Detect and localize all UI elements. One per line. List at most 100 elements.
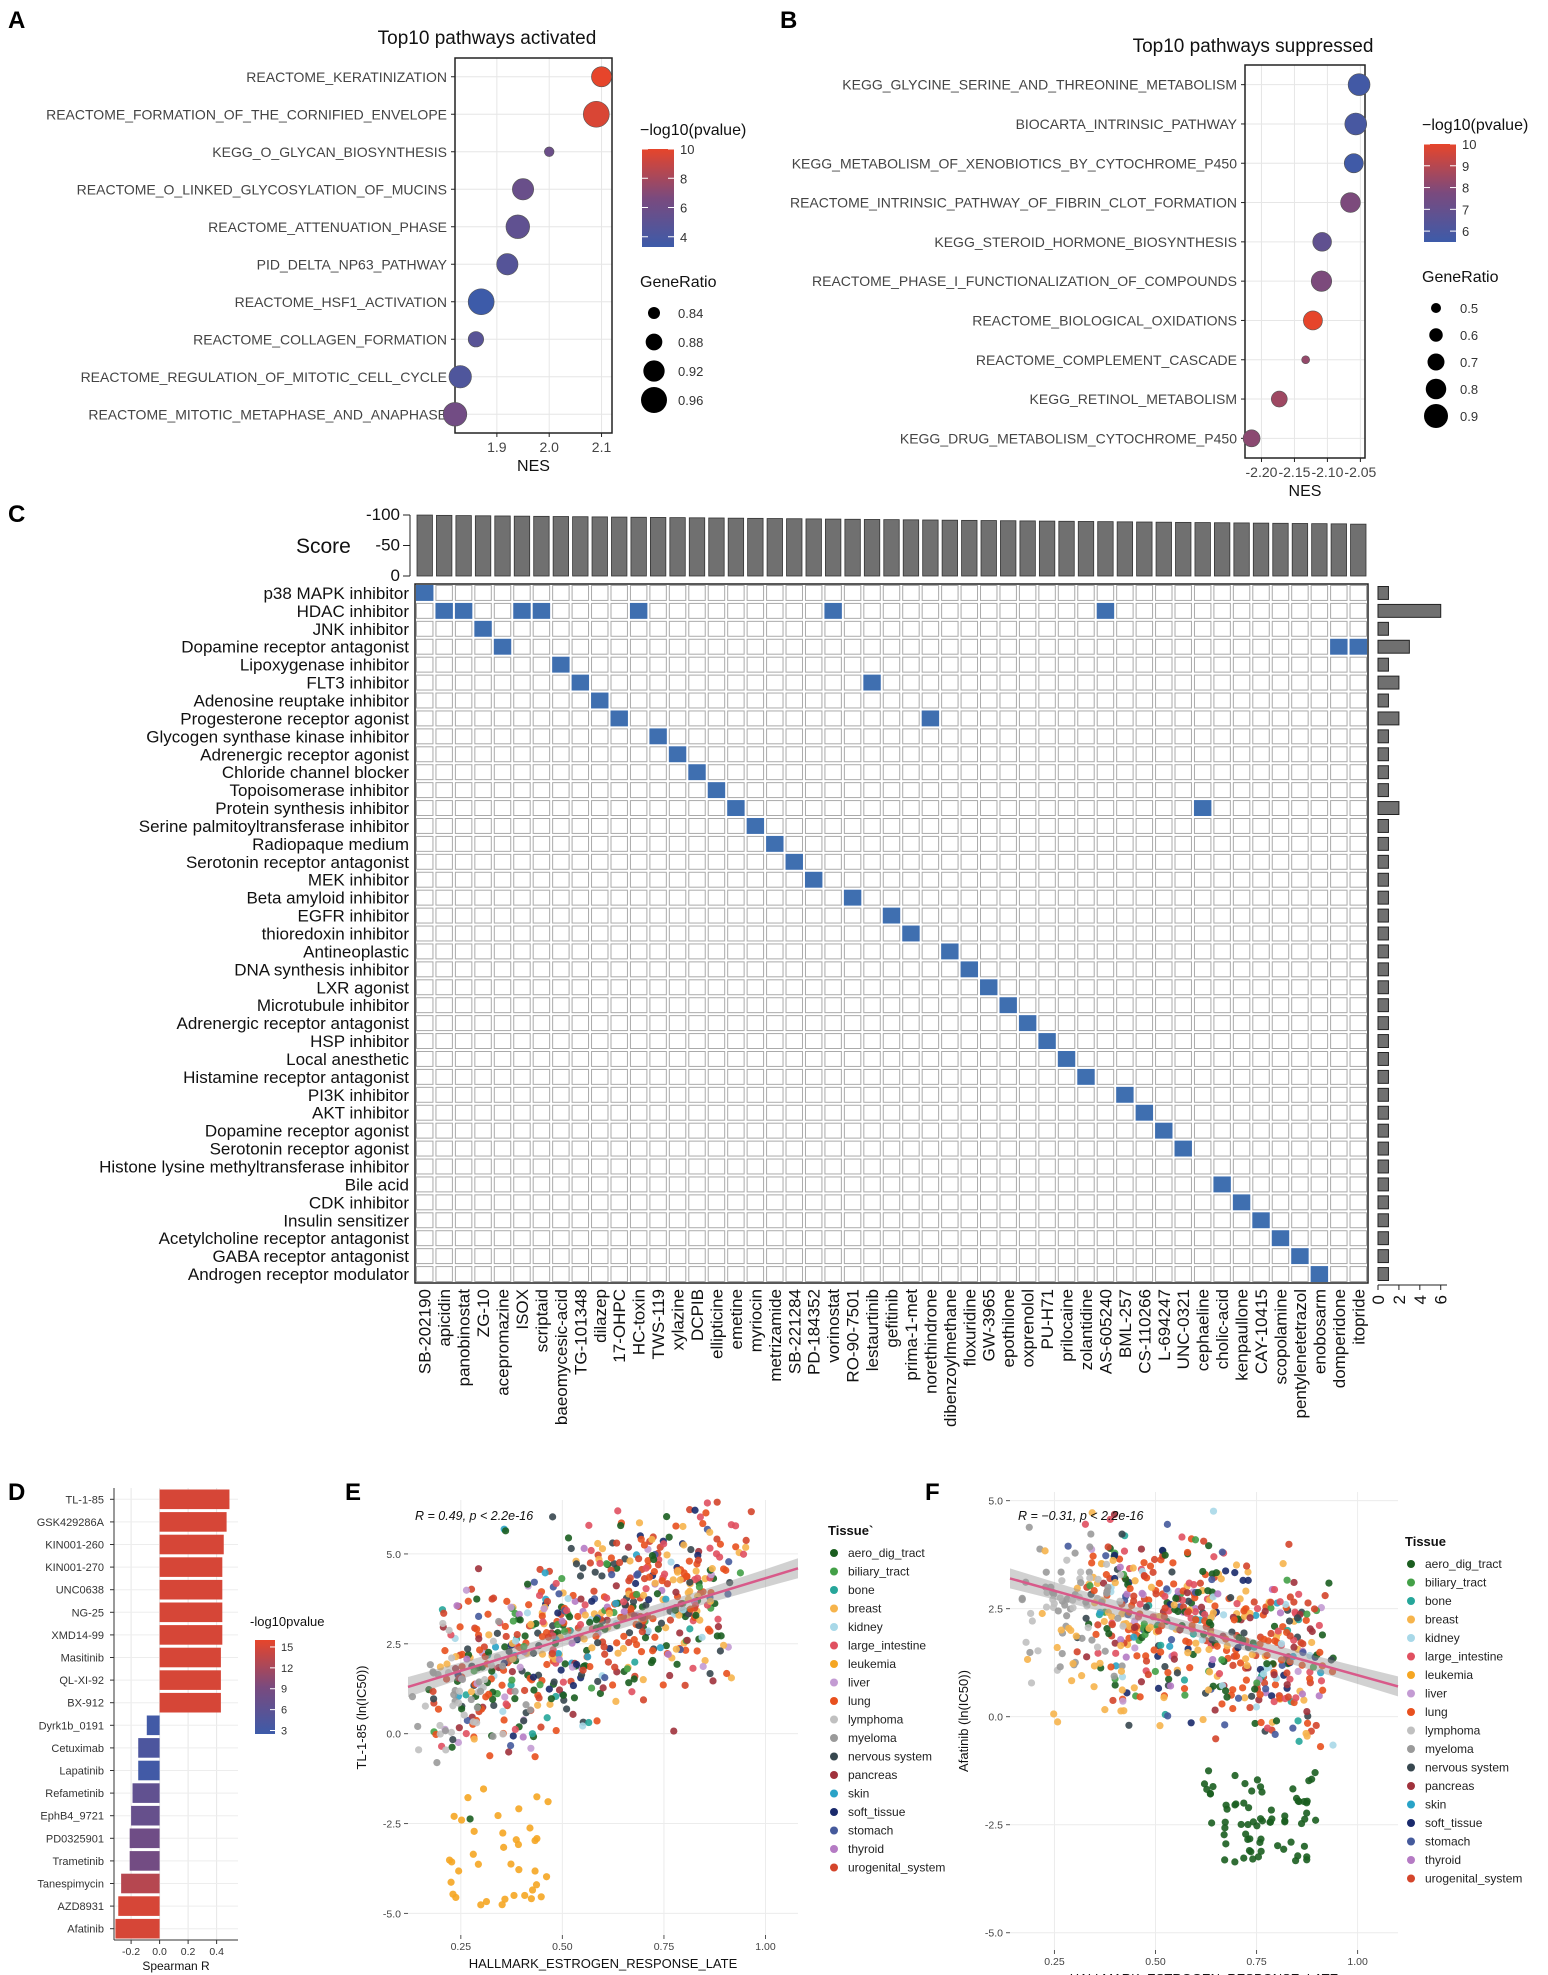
heatmap-cell (727, 1194, 745, 1211)
heatmap-cell (1232, 1230, 1251, 1247)
heatmap-cell (785, 1176, 803, 1193)
legend-dot (1407, 1819, 1415, 1827)
scatter-point (460, 1711, 468, 1719)
heatmap-cell (1232, 602, 1251, 619)
moa-label: Serotonin receptor antagonist (186, 853, 409, 872)
scatter-point (1167, 1636, 1176, 1644)
heatmap-cell (668, 1015, 687, 1032)
scatter-point (1222, 1840, 1230, 1848)
count-bar (1377, 1034, 1389, 1048)
heatmap-cell (552, 1122, 570, 1139)
heatmap-cell (921, 979, 940, 996)
scatter-point (1131, 1644, 1139, 1652)
scatter-point (1198, 1636, 1206, 1644)
heatmap-cell (1057, 656, 1076, 673)
heatmap-cell (1232, 1104, 1251, 1121)
heatmap-cell (591, 1122, 609, 1139)
scatter-point (611, 1663, 619, 1671)
heatmap-cell (1252, 979, 1270, 996)
heatmap-cell (707, 1051, 726, 1067)
heatmap-cell (1232, 1051, 1251, 1067)
scatter-point (555, 1590, 563, 1598)
heatmap-cell (766, 1140, 784, 1157)
drug-label: TG-101348 (571, 1289, 590, 1375)
heatmap-cell (707, 1122, 726, 1139)
heatmap-cell (454, 1194, 473, 1211)
scatter-point (573, 1660, 581, 1669)
heatmap-cell (610, 1086, 628, 1103)
heatmap-cell (591, 656, 609, 673)
scatter-point (564, 1595, 572, 1603)
heatmap-cell (1057, 710, 1076, 727)
heatmap-cell (863, 620, 881, 637)
heatmap-cell (766, 818, 784, 834)
scatter-point (1090, 1683, 1098, 1691)
heatmap-cell (999, 674, 1017, 691)
heatmap-cell (921, 1033, 940, 1049)
panel-label: B (780, 7, 797, 34)
color-tick-label: 6 (1462, 224, 1469, 239)
heatmap-cell-active (941, 943, 959, 960)
heatmap-cell (668, 835, 687, 852)
heatmap-cell (1038, 943, 1056, 960)
heatmap-cell (1018, 853, 1037, 870)
heatmap-cell (1135, 1158, 1154, 1175)
heatmap-cell (474, 674, 492, 691)
scatter-point (455, 1699, 463, 1707)
heatmap-cell (1038, 979, 1056, 996)
heatmap-cell (960, 835, 979, 852)
heatmap-cell (1271, 1212, 1290, 1229)
heatmap-cell (707, 1266, 726, 1282)
scatter-point (1065, 1624, 1073, 1632)
scatter-point (502, 1700, 510, 1708)
heatmap-cell (688, 961, 706, 978)
drug-label: GW-3965 (980, 1289, 999, 1361)
heatmap-cell (532, 800, 551, 816)
count-bar (1377, 854, 1389, 869)
heatmap-cell (1271, 638, 1290, 655)
heatmap-cell (493, 1176, 512, 1193)
heatmap-cell (1155, 620, 1173, 637)
scatter-point (660, 1540, 668, 1548)
heatmap-cell (493, 1086, 512, 1103)
heatmap-cell (824, 1051, 842, 1067)
scatter-point (1295, 1590, 1303, 1598)
scatter-point (505, 1748, 513, 1756)
scatter-point (1229, 1686, 1237, 1694)
heatmap-cell (474, 997, 492, 1014)
heatmap-cell (610, 1248, 628, 1265)
scatter-point (1246, 1614, 1254, 1622)
scatter-point (1173, 1669, 1182, 1677)
scatter-point (1054, 1718, 1062, 1726)
heatmap-cell (707, 656, 726, 673)
heatmap-cell (532, 1230, 551, 1247)
heatmap-cell (824, 1266, 842, 1282)
scatter-point (451, 1665, 460, 1673)
heatmap-cell (1330, 907, 1348, 924)
scatter-point (1240, 1854, 1248, 1862)
pathway-label: BIOCARTA_INTRINSIC_PATHWAY (1016, 116, 1238, 132)
scatter-point (568, 1639, 576, 1647)
scatter-point (693, 1647, 701, 1655)
heatmap-cell-active (688, 764, 706, 781)
heatmap-cell (960, 1122, 979, 1139)
heatmap-cell (435, 1068, 453, 1085)
heatmap-cell (668, 692, 687, 709)
heatmap-cell (1271, 746, 1290, 763)
heatmap-cell (902, 710, 920, 727)
scatter-point (1268, 1692, 1276, 1700)
scatter-point (1196, 1579, 1204, 1587)
score-bar-PU-H71 (1038, 520, 1056, 577)
legend-dot (1407, 1800, 1415, 1809)
heatmap-cell (1193, 710, 1212, 727)
heatmap-cell (746, 925, 765, 942)
scatter-point (1176, 1626, 1184, 1634)
heatmap-cell (591, 1158, 609, 1175)
drug-label: AZD8931 (58, 1901, 104, 1913)
heatmap-cell (1155, 835, 1173, 852)
heatmap-cell (1232, 1158, 1251, 1175)
scatter-point (505, 1647, 513, 1656)
heatmap-cell (1096, 835, 1115, 852)
heatmap-cell (1193, 1248, 1212, 1265)
